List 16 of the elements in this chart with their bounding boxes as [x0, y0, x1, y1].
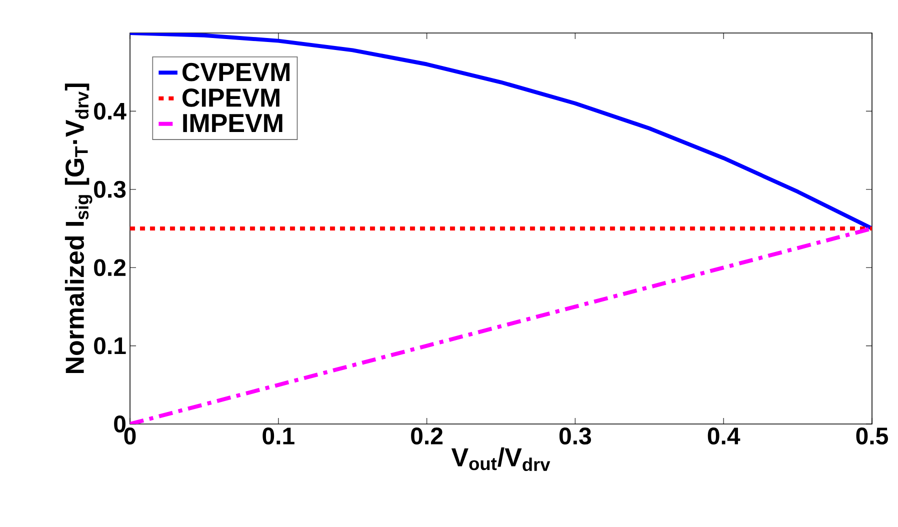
y-tick-label: 0.1	[94, 337, 126, 354]
y-tick-label: 0.4	[94, 102, 126, 120]
y-tick-label: 0	[114, 416, 126, 432]
legend-label: CIPEVM	[182, 88, 280, 107]
x-tick-label: 0.4	[708, 428, 740, 445]
x-tick-label: 0.3	[559, 428, 592, 445]
x-tick-label: 0.5	[856, 428, 888, 445]
y-tick-label: 0.2	[94, 259, 126, 276]
y-axis-title: Normalized I$_{sig}$ [G$_{T}$·V$_{drv}$]	[64, 84, 92, 374]
x-axis-title: V$_{out}$/V$_{drv}$	[451, 447, 550, 472]
line-series	[130, 32, 872, 230]
legend-label: CVPEVM	[182, 62, 290, 82]
x-tick-label: 0.2	[411, 428, 443, 445]
x-tick-label: 0.1	[262, 428, 294, 445]
legend-label: IMPEVM	[183, 114, 282, 132]
y-tick-label: 0.3	[94, 180, 126, 198]
